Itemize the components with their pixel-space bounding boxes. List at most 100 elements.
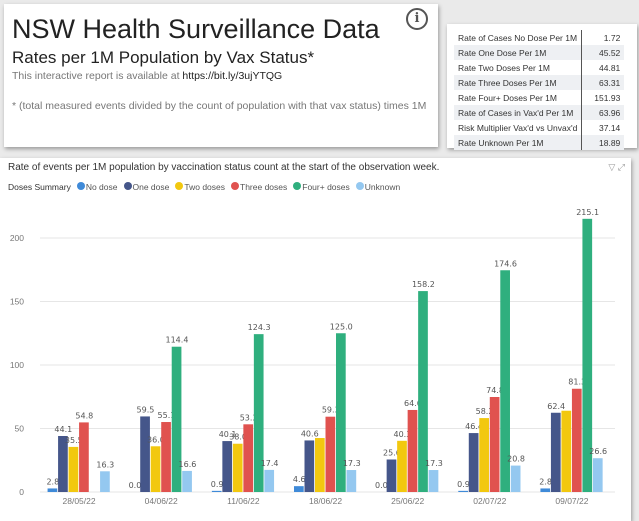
legend-item[interactable]: Unknown	[353, 182, 400, 192]
table-row: Rate of Cases in Vax'd Per 1M 63.96	[454, 105, 625, 120]
bar-unknown	[346, 470, 357, 492]
legend-title: Doses Summary	[8, 182, 71, 192]
bar-one-dose	[550, 412, 561, 492]
data-label: 40.3	[393, 430, 411, 439]
legend-label: One dose	[132, 182, 170, 192]
bar-no-dose	[47, 488, 58, 492]
metric-label: Rate One Dose Per 1M	[458, 47, 547, 58]
data-label: 0.9	[211, 480, 224, 489]
metric-value: 45.52	[581, 45, 625, 60]
bar-three-doses	[325, 416, 336, 492]
data-label: 26.6	[589, 447, 607, 456]
bar-unknown	[264, 469, 275, 492]
metric-label: Rate of Cases No Dose Per 1M	[458, 32, 578, 43]
data-label: 59.5	[137, 405, 155, 414]
bar-four-doses	[582, 218, 593, 492]
metric-value: 63.31	[581, 75, 625, 90]
legend-swatch	[123, 182, 132, 190]
data-label: 46.4	[465, 422, 483, 431]
table-row: Rate One Dose Per 1M 45.52	[454, 45, 625, 60]
data-label: 16.6	[179, 460, 197, 469]
focus-mode-icon[interactable]: ⤢	[617, 162, 625, 172]
data-label: 114.4	[166, 336, 189, 345]
bar-four-doses	[253, 334, 264, 492]
data-label: 17.4	[261, 459, 279, 468]
report-subtitle: Rates per 1M Population by Vax Status*	[12, 48, 315, 67]
bar-unknown	[100, 471, 110, 492]
legend-label: Three doses	[240, 182, 288, 192]
metric-label: Rate of Cases in Vax'd Per 1M	[458, 107, 574, 118]
x-tick-label: 02/07/22	[473, 496, 506, 506]
bar-one-dose	[386, 459, 397, 492]
data-label: 64.6	[404, 399, 422, 408]
metric-label: Rate Unknown Per 1M	[458, 137, 544, 148]
data-label: 81.3	[568, 378, 586, 387]
data-label: 4.6	[293, 475, 306, 484]
bar-one-dose	[468, 433, 479, 492]
legend-swatch	[175, 182, 184, 190]
legend-item[interactable]: Three doses	[228, 182, 287, 192]
bar-two-doses	[68, 446, 79, 492]
bar-no-dose	[458, 490, 468, 492]
bar-no-dose	[294, 486, 304, 492]
bar-two-doses	[397, 440, 407, 492]
data-label: 2.8	[539, 477, 552, 486]
data-label: 74.8	[486, 386, 504, 395]
data-label: 25.6	[383, 448, 401, 457]
legend-item[interactable]: Four+ doses	[290, 182, 350, 192]
bar-unknown	[428, 470, 439, 492]
x-tick-label: 25/06/22	[391, 496, 424, 506]
bar-no-dose	[211, 490, 222, 492]
data-label: 55.1	[158, 411, 176, 420]
info-icon[interactable]: i	[406, 8, 428, 30]
bar-two-doses	[479, 418, 489, 492]
data-label: 17.3	[343, 459, 361, 468]
data-label: 174.6	[494, 259, 517, 268]
data-label: 16.3	[96, 460, 114, 469]
bar-four-doses	[336, 333, 346, 492]
data-label: 44.1	[54, 425, 72, 434]
bar-two-doses	[561, 410, 572, 492]
table-row: Rate Two Doses Per 1M 44.81	[454, 60, 625, 75]
legend-item[interactable]: No dose	[74, 182, 118, 192]
legend-item[interactable]: Two doses	[172, 182, 225, 192]
y-tick-label: 0	[19, 487, 24, 497]
bar-three-doses	[243, 424, 254, 492]
summary-table: Rate of Cases No Dose Per 1M 1.72 Rate One…	[454, 30, 625, 150]
legend-label: Four+ doses	[302, 182, 350, 192]
data-label: 36.0	[147, 435, 165, 444]
header-card: NSW Health Surveillance Data Rates per 1…	[4, 4, 438, 147]
data-label: 0.0	[375, 481, 388, 490]
metric-value: 151.93	[581, 90, 625, 105]
data-label: 124.3	[248, 323, 271, 332]
footnote: * (total measured events divided by the …	[12, 100, 427, 112]
data-label: 58.2	[476, 407, 494, 416]
bar-no-dose	[540, 488, 551, 492]
report-link[interactable]: https://bit.ly/3ujYTQG	[182, 70, 283, 82]
table-row: Rate Four+ Doses Per 1M 151.93	[454, 90, 625, 105]
legend-swatch	[76, 182, 85, 190]
data-label: 59.3	[322, 406, 340, 415]
filter-icon[interactable]: ▽	[608, 162, 616, 172]
bar-unknown	[510, 465, 521, 492]
availability-text: This interactive report is available at …	[12, 70, 282, 82]
y-tick-label: 50	[15, 424, 25, 434]
x-tick-label: 18/06/22	[309, 496, 342, 506]
data-label: 40.1	[219, 430, 237, 439]
availability-label: This interactive report is available at	[12, 70, 180, 82]
metric-value: 18.89	[581, 135, 625, 150]
table-row: Rate Unknown Per 1M 18.89	[454, 135, 625, 150]
data-label: 215.1	[576, 208, 599, 217]
bar-three-doses	[161, 422, 171, 492]
visual-tools: ▽ ⤢	[608, 162, 625, 173]
data-label: 54.8	[75, 411, 93, 420]
metric-label: Rate Three Doses Per 1M	[458, 77, 557, 88]
bar-two-doses	[315, 438, 325, 492]
bar-one-dose	[304, 440, 315, 492]
bar-chart: 0 50 100 150 200 28/05/22 2.8 44.1 35.5 54.8 16.3 0…	[10, 208, 615, 506]
metric-value: 63.96	[581, 105, 625, 120]
data-label: 2.8	[46, 477, 59, 486]
metric-value: 44.81	[581, 60, 625, 75]
data-label: 0.9	[457, 480, 470, 489]
legend-item[interactable]: One dose	[121, 182, 170, 192]
